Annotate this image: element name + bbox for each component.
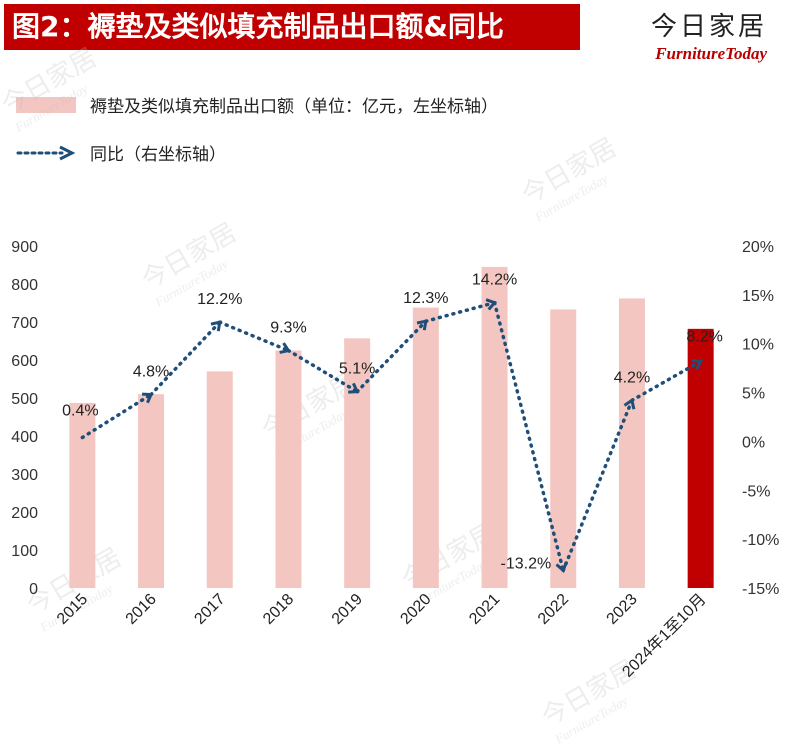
bar — [618, 298, 645, 588]
y-left-tick-label: 300 — [11, 467, 38, 484]
legend-line-swatch — [16, 145, 76, 161]
y-left-tick-label: 0 — [29, 581, 38, 598]
growth-data-label: -13.2% — [501, 555, 552, 572]
growth-line-segment — [424, 300, 497, 323]
x-tick-label: 2019 — [329, 591, 366, 628]
bar — [687, 328, 714, 588]
growth-data-label: 0.4% — [62, 403, 98, 420]
growth-line-segment — [149, 320, 222, 397]
y-right-tick-label: 10% — [742, 337, 774, 354]
y-left-tick-label: 700 — [11, 315, 38, 332]
bar — [69, 402, 96, 588]
x-tick-label: 2015 — [54, 591, 91, 628]
y-right-tick-label: -5% — [742, 483, 770, 500]
x-tick-label: 2023 — [604, 591, 641, 628]
bar — [344, 338, 371, 588]
growth-data-label: 4.2% — [614, 369, 650, 386]
growth-line-segment — [492, 300, 565, 573]
growth-data-label: 4.8% — [133, 364, 169, 381]
y-right-tick-label: -15% — [742, 581, 779, 598]
bar — [481, 266, 508, 588]
bar — [206, 371, 233, 588]
growth-line-segment — [561, 398, 634, 573]
bar — [275, 350, 302, 588]
y-left-tick-label: 500 — [11, 391, 38, 408]
y-right-tick-label: 15% — [742, 288, 774, 305]
growth-line-segment — [286, 348, 359, 394]
brand-logo-en: FurnitureToday — [655, 44, 767, 63]
y-left-tick-label: 200 — [11, 505, 38, 522]
y-left-tick-label: 800 — [11, 277, 38, 294]
growth-line-segment — [630, 359, 703, 403]
y-right-tick-label: 20% — [742, 239, 774, 256]
legend-item-bar: 褥垫及类似填充制品出口额（单位：亿元，左坐标轴） — [16, 92, 498, 117]
growth-data-label: 9.3% — [270, 320, 306, 337]
growth-line-segment — [80, 392, 153, 440]
y-right-tick-label: 5% — [742, 386, 765, 403]
x-tick-label: 2020 — [397, 591, 434, 628]
growth-data-label: 14.2% — [472, 272, 517, 289]
x-tick-label: 2022 — [535, 591, 572, 628]
legend-bar-label: 褥垫及类似填充制品出口额（单位：亿元，左坐标轴） — [90, 97, 498, 117]
growth-data-label: 12.2% — [197, 291, 242, 308]
y-left-tick-label: 100 — [11, 543, 38, 560]
y-left-tick-label: 600 — [11, 353, 38, 370]
legend-arrow-icon — [16, 145, 76, 160]
y-left-tick-label: 900 — [11, 239, 38, 256]
growth-data-label: 12.3% — [403, 290, 448, 307]
x-tick-label: 2021 — [466, 591, 503, 628]
growth-data-label: 5.1% — [339, 361, 375, 378]
growth-line-segment — [218, 320, 291, 353]
x-tick-label: 2017 — [191, 591, 228, 628]
legend-line-label: 同比（右坐标轴） — [90, 145, 226, 165]
legend-bar-swatch — [16, 96, 76, 113]
y-left-tick-label: 400 — [11, 429, 38, 446]
bar — [138, 394, 165, 588]
growth-data-label: 8.2% — [686, 328, 722, 345]
y-right-tick-label: 0% — [742, 434, 765, 451]
legend-item-line: 同比（右坐标轴） — [16, 140, 226, 165]
growth-line-segment — [355, 319, 428, 394]
y-right-tick-label: -10% — [742, 532, 779, 549]
x-tick-label: 2018 — [260, 591, 297, 628]
brand-logo-cn: 今日家居 — [650, 12, 767, 42]
chart-title: 图2：褥垫及类似填充制品出口额&同比 — [4, 4, 580, 50]
growth-point-arrow — [691, 359, 703, 371]
x-tick-label: 2016 — [123, 591, 160, 628]
bar — [550, 309, 577, 588]
bar — [412, 307, 439, 588]
